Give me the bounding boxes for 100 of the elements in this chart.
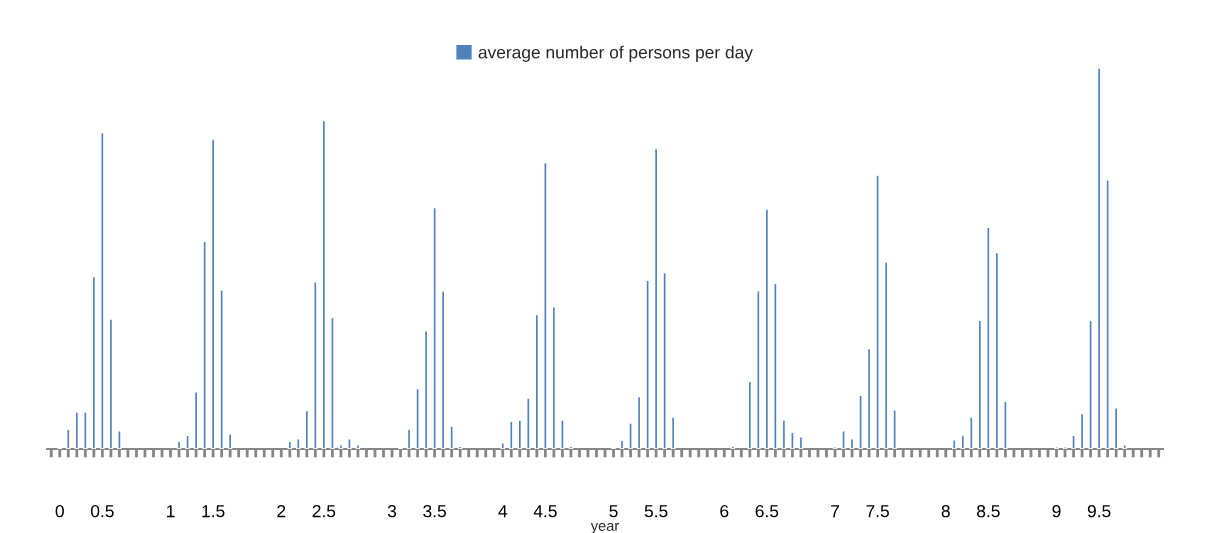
bar <box>287 440 293 449</box>
x-tick-label: 9.5 <box>1087 505 1111 518</box>
bar <box>432 206 437 449</box>
bar <box>977 319 983 449</box>
bar <box>534 313 540 449</box>
bar <box>653 147 659 449</box>
bar <box>1062 446 1068 449</box>
bar <box>645 279 650 449</box>
x-tick-label: 6 <box>720 505 729 518</box>
x-tick-label: 4 <box>498 505 508 518</box>
bar <box>747 380 753 449</box>
bar <box>517 419 523 449</box>
bar <box>773 282 778 449</box>
bar <box>526 397 531 449</box>
bar <box>185 434 190 449</box>
x-tick-label: 2 <box>277 505 286 518</box>
bar <box>457 445 463 449</box>
bar <box>1088 319 1093 449</box>
bar <box>296 438 301 449</box>
bar <box>1105 179 1110 449</box>
bar <box>619 439 625 449</box>
bar <box>509 420 514 449</box>
bar <box>1122 444 1127 449</box>
bar <box>798 436 804 449</box>
bar <box>500 442 505 449</box>
x-tick-label: 0 <box>55 505 64 518</box>
x-tick-label: 5 <box>609 505 618 518</box>
bar <box>227 433 233 449</box>
x-tick-label: 9 <box>1052 505 1061 518</box>
bar <box>347 438 352 449</box>
bar <box>756 290 761 449</box>
x-tick-label: 8 <box>941 505 950 518</box>
bar <box>1003 400 1008 449</box>
x-tick-label: 7 <box>831 505 839 518</box>
bar <box>202 240 207 449</box>
bar <box>858 394 863 449</box>
bar <box>662 271 667 449</box>
bar <box>551 306 557 449</box>
bar <box>960 434 966 449</box>
bar <box>330 316 335 449</box>
bar <box>1096 67 1102 449</box>
x-tick-label: 8.5 <box>977 505 1000 518</box>
x-tick-label: 1 <box>167 505 175 518</box>
bar <box>304 409 310 449</box>
x-tick-label: 3.5 <box>423 505 446 518</box>
bar <box>83 411 88 449</box>
bar <box>892 409 897 449</box>
x-tick-label: 1.5 <box>202 505 225 518</box>
bar <box>176 440 182 449</box>
bar <box>74 411 80 449</box>
bar <box>1079 412 1085 449</box>
bar <box>108 318 114 449</box>
bar <box>415 387 420 449</box>
bar <box>560 419 565 449</box>
legend-label: average number of persons per day <box>478 45 753 62</box>
bar <box>628 422 633 449</box>
bar <box>193 391 199 449</box>
bar <box>568 445 574 449</box>
x-tick-label: 0.5 <box>90 505 114 518</box>
bar <box>321 119 327 449</box>
bar <box>849 438 855 449</box>
bar <box>841 430 846 449</box>
bar <box>440 290 446 449</box>
x-tick-label: 7.5 <box>866 505 889 518</box>
bar <box>875 174 880 449</box>
bar <box>670 416 676 449</box>
bar <box>355 444 361 449</box>
bar <box>952 439 957 449</box>
bar <box>986 226 991 449</box>
bar <box>100 132 105 449</box>
bar <box>1071 434 1076 449</box>
bar <box>338 444 344 449</box>
bar <box>449 425 454 449</box>
x-axis-title: year <box>590 522 619 533</box>
bar <box>210 138 216 449</box>
bar <box>543 161 548 449</box>
bar <box>781 419 787 449</box>
bar <box>1054 446 1059 449</box>
x-tick-label: 5.5 <box>644 505 668 518</box>
bar <box>790 431 795 449</box>
bar <box>866 347 872 449</box>
bar <box>1113 407 1119 449</box>
bar <box>423 330 429 449</box>
x-tick-label: 3 <box>387 505 397 518</box>
bar <box>994 251 1000 449</box>
x-tick-label: 4.5 <box>533 505 557 518</box>
x-tick-label: 2.5 <box>312 505 336 518</box>
bar <box>117 430 122 449</box>
bar <box>91 276 97 449</box>
bar <box>313 281 318 449</box>
bar <box>969 416 974 449</box>
bar <box>832 446 838 449</box>
bar <box>764 208 770 449</box>
bar <box>406 428 412 449</box>
bar <box>219 289 224 449</box>
x-tick-label: 6.5 <box>755 505 779 518</box>
bar <box>66 428 71 449</box>
bar <box>730 445 736 449</box>
bar <box>636 395 642 449</box>
bar <box>883 261 889 449</box>
